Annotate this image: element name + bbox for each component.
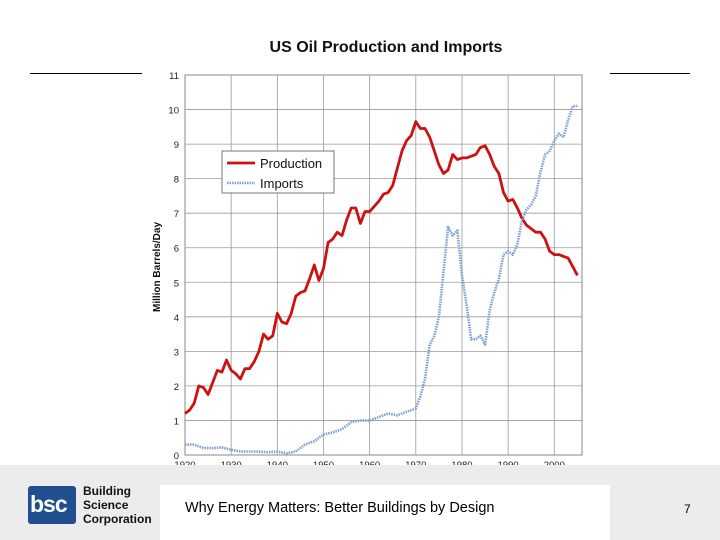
chart-title: US Oil Production and Imports bbox=[270, 39, 503, 56]
series-line-production bbox=[184, 120, 579, 415]
series-lines bbox=[184, 104, 579, 455]
y-axis-label: Million Barrels/Day bbox=[152, 222, 163, 312]
top-rule-right bbox=[610, 73, 690, 74]
footer-text: Why Energy Matters: Better Buildings by … bbox=[185, 500, 495, 516]
y-tick-label: 0 bbox=[174, 451, 179, 462]
y-tick-label: 2 bbox=[174, 382, 179, 393]
legend-label: Imports bbox=[260, 176, 304, 191]
y-tick-label: 5 bbox=[174, 278, 179, 289]
y-tick-label: 8 bbox=[174, 175, 179, 186]
footer-panel bbox=[160, 485, 610, 540]
bsc-logo-text: Building Science Corporation bbox=[83, 484, 152, 526]
legend-box bbox=[221, 150, 335, 194]
bsc-logo: bsc Building Science Corporation bbox=[28, 482, 152, 530]
y-tick-label: 3 bbox=[174, 347, 179, 358]
page-number: 7 bbox=[684, 502, 691, 516]
y-tick-label: 4 bbox=[174, 313, 179, 324]
y-tick-label: 10 bbox=[168, 106, 179, 117]
chart-background bbox=[150, 28, 610, 485]
legend: Production Imports bbox=[221, 150, 335, 194]
y-tick-label: 6 bbox=[174, 244, 179, 255]
y-tick-label: 1 bbox=[174, 416, 179, 427]
legend-label: Production bbox=[260, 156, 322, 171]
y-tick-label: 7 bbox=[174, 209, 179, 220]
y-tick-label: 11 bbox=[169, 71, 179, 82]
bsc-logo-mark: bsc bbox=[28, 486, 76, 524]
series-line-imports bbox=[185, 104, 578, 455]
top-rule-left bbox=[30, 73, 142, 74]
plot-frame bbox=[184, 74, 583, 456]
y-tick-label: 9 bbox=[174, 140, 179, 151]
